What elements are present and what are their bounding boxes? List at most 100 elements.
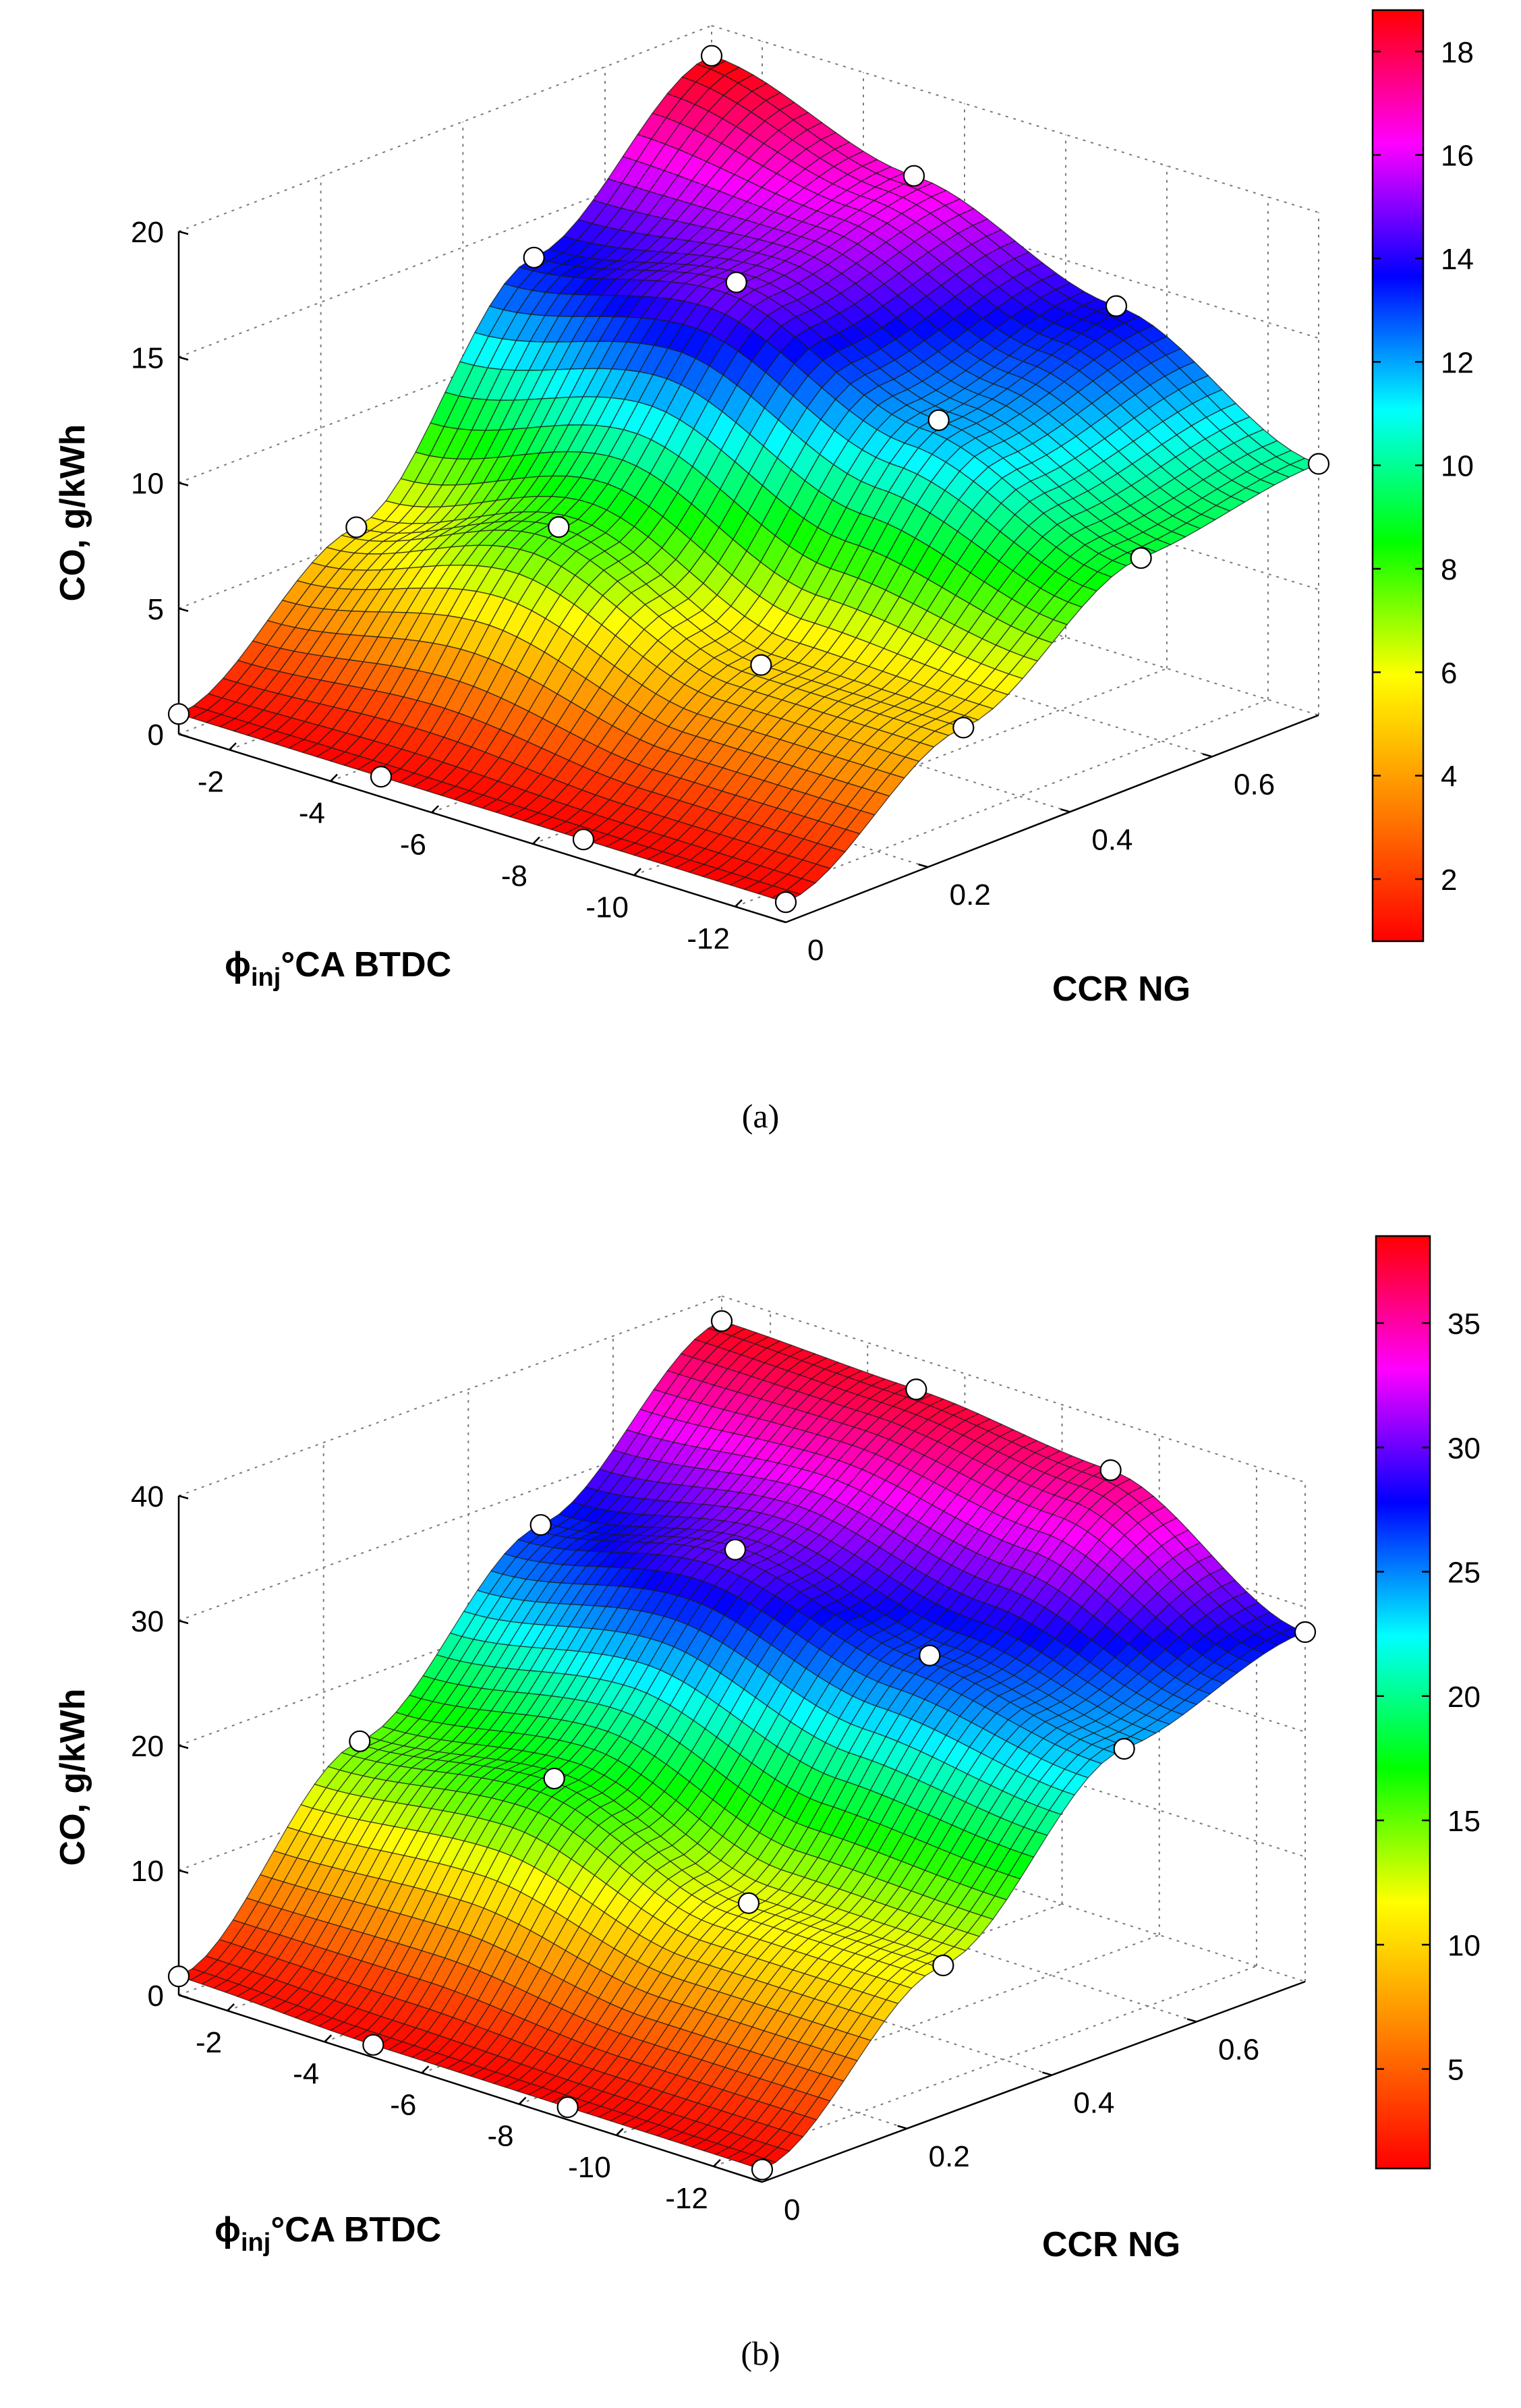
colorbar-tick-label-a: 10 bbox=[1441, 450, 1474, 483]
y-tick-b bbox=[1041, 2071, 1052, 2076]
z-tick-label-a: 5 bbox=[148, 593, 164, 626]
colorbar-tick-label-b: 30 bbox=[1447, 1432, 1481, 1465]
x-tick-label-a: -2 bbox=[198, 765, 224, 798]
colorbar-tick-label-b: 20 bbox=[1447, 1681, 1481, 1714]
x-tick-label-b: -2 bbox=[196, 2026, 222, 2059]
x-tick-label-a: -12 bbox=[687, 922, 730, 955]
panel-b: 0 10 20 30 40 -2 -4 -6 -8 -10 -12 0 0.2 0.4 0.6 CO, g/k… bbox=[0, 1204, 1521, 2407]
x-tick-a bbox=[735, 899, 743, 907]
y-tick-b bbox=[1186, 2018, 1197, 2023]
caption-a: (a) bbox=[741, 1097, 780, 1135]
colorbar-gradient-b bbox=[1375, 1235, 1431, 2170]
data-point-marker bbox=[774, 891, 797, 914]
x-tick-label-a: -8 bbox=[501, 860, 527, 893]
axes-b: 0 10 20 30 40 -2 -4 -6 -8 -10 -12 0 0.2 0.4 0.6 bbox=[131, 1480, 1306, 2227]
colorbar-tick-label-a: 2 bbox=[1441, 864, 1457, 897]
y-tick-b bbox=[897, 2125, 908, 2130]
x-tick-label-a: -4 bbox=[299, 797, 325, 830]
colorbar-tick-label-a: 4 bbox=[1441, 760, 1457, 793]
z-tick-label-b: 10 bbox=[131, 1855, 164, 1888]
surface-chart-b: 0 10 20 30 40 -2 -4 -6 -8 -10 -12 0 0.2 0.4 0.6 CO, g/k… bbox=[53, 1235, 1481, 2264]
data-point-marker bbox=[167, 1965, 190, 1988]
x-tick-a bbox=[532, 836, 540, 845]
x-tick-a bbox=[431, 805, 439, 814]
z-tick-b bbox=[178, 1744, 189, 1749]
z-axis-label-b: CO, g/kWh bbox=[53, 1689, 92, 1866]
x-tick-b bbox=[227, 2003, 235, 2011]
y-tick-label-b: 0.4 bbox=[1073, 2087, 1114, 2120]
y-tick-b bbox=[752, 2178, 763, 2183]
data-point-marker bbox=[548, 516, 570, 538]
y-tick-a bbox=[1202, 753, 1213, 758]
data-point-marker bbox=[362, 2034, 384, 2056]
colorbar-tick-label-a: 14 bbox=[1441, 243, 1474, 276]
x-axis-label-a: ϕinj°CA BTDC bbox=[225, 945, 451, 992]
x-tick-label-b: -6 bbox=[390, 2088, 416, 2121]
data-point-marker bbox=[529, 1514, 552, 1536]
z-tick-label-b: 0 bbox=[148, 1980, 164, 2013]
colorbar-tick-label-b: 15 bbox=[1447, 1805, 1481, 1838]
z-tick-label-a: 15 bbox=[131, 341, 164, 374]
data-point-marker bbox=[725, 271, 747, 293]
x-axis-line-b bbox=[178, 1994, 763, 2183]
x-tick-b bbox=[615, 2127, 624, 2136]
y-axis-line-a bbox=[785, 714, 1319, 924]
z-axis-label-a: CO, g/kWh bbox=[53, 424, 92, 602]
colorbar-b: 5 10 15 20 25 30 35 bbox=[1375, 1235, 1481, 2170]
data-points-a bbox=[167, 45, 1330, 914]
data-point-marker bbox=[751, 2158, 774, 2181]
colorbar-tick-label-a: 16 bbox=[1441, 140, 1474, 173]
caption-b: (b) bbox=[741, 2334, 780, 2372]
x-tick-b bbox=[324, 2034, 333, 2043]
data-point-marker bbox=[523, 246, 545, 269]
data-point-marker bbox=[737, 1892, 760, 1914]
data-point-marker bbox=[349, 1730, 371, 1752]
z-tick-a bbox=[178, 230, 189, 235]
colorbar-tick-label-a: 8 bbox=[1441, 553, 1457, 586]
z-tick-label-b: 30 bbox=[131, 1605, 164, 1638]
data-point-marker bbox=[556, 2096, 579, 2119]
x-tick-label-a: -6 bbox=[400, 828, 426, 861]
x-tick-b bbox=[713, 2159, 721, 2167]
panel-a: 0 5 10 15 20 -2 -4 -6 -8 -10 -12 0 0.2 0.4 0.6 CO, g/kW… bbox=[53, 9, 1474, 1135]
data-point-marker bbox=[919, 1644, 941, 1667]
y-tick-a bbox=[918, 863, 929, 868]
data-point-marker bbox=[1099, 1459, 1122, 1482]
data-point-marker bbox=[902, 165, 925, 187]
z-tick-b bbox=[178, 1494, 189, 1500]
colorbar-tick-label-a: 18 bbox=[1441, 36, 1474, 69]
data-point-marker bbox=[750, 654, 772, 676]
x-tick-label-b: -10 bbox=[568, 2151, 611, 2184]
surface-chart-a: 0 5 10 15 20 -2 -4 -6 -8 -10 -12 0 0.2 0.4 0.6 CO, g/kW… bbox=[53, 9, 1474, 1009]
y-tick-a bbox=[1060, 808, 1070, 813]
data-point-marker bbox=[927, 409, 950, 431]
data-points-b bbox=[167, 1310, 1317, 2181]
data-point-marker bbox=[932, 1954, 954, 1977]
colorbar-tick-label-b: 25 bbox=[1447, 1557, 1481, 1590]
data-point-marker bbox=[1294, 1621, 1317, 1644]
y-tick-label-a: 0.4 bbox=[1091, 823, 1132, 856]
y-tick-label-b: 0 bbox=[784, 2193, 800, 2227]
y-axis-line-b bbox=[762, 1980, 1306, 2183]
data-point-marker bbox=[1105, 295, 1128, 317]
x-tick-b bbox=[421, 2065, 430, 2074]
z-tick-label-a: 0 bbox=[148, 719, 164, 752]
x-tick-label-b: -12 bbox=[665, 2182, 708, 2215]
y-tick-a bbox=[776, 918, 786, 924]
z-tick-label-a: 10 bbox=[131, 468, 164, 501]
data-point-marker bbox=[700, 45, 723, 67]
data-point-marker bbox=[167, 703, 190, 725]
y-tick-label-b: 0.2 bbox=[929, 2140, 970, 2173]
y-axis-label-b: CCR NG bbox=[1042, 2225, 1180, 2264]
x-tick-label-b: -4 bbox=[293, 2057, 319, 2090]
data-point-marker bbox=[905, 1378, 927, 1401]
z-tick-a bbox=[178, 356, 189, 361]
colorbar-tick-label-b: 35 bbox=[1447, 1308, 1481, 1341]
x-tick-label-a: -10 bbox=[585, 891, 629, 924]
data-point-marker bbox=[572, 829, 595, 851]
data-point-marker bbox=[345, 516, 368, 538]
z-tick-label-b: 20 bbox=[131, 1730, 164, 1763]
y-tick-label-a: 0 bbox=[807, 934, 824, 967]
surface-mesh-b bbox=[178, 1320, 1306, 2171]
colorbar-gradient-a bbox=[1371, 9, 1425, 943]
